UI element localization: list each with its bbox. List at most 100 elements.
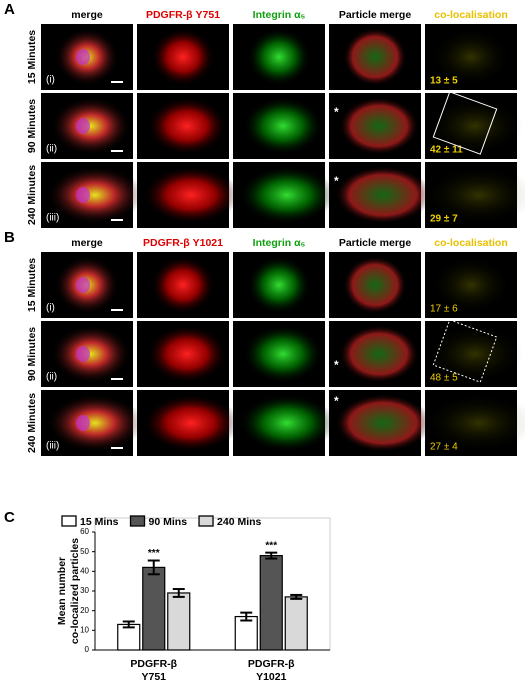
zoom-box [432,91,498,155]
cell-signal [427,97,523,155]
cell-signal [339,97,419,155]
panel-letter: A [4,1,15,18]
column-header: PDGFR-β Y1021 [143,237,223,249]
row-label: 90 Minutes [26,99,38,153]
row-index: (ii) [46,144,57,155]
error-bar [265,551,278,560]
row-label: 15 Minutes [26,258,38,312]
cell-signal [427,325,523,383]
cell-signal [239,394,335,452]
legend-swatch [129,515,146,527]
asterisk: * [334,358,339,372]
y-tick-label: 0 [85,645,90,654]
cell-signal [143,394,239,452]
cell-signal [147,325,227,383]
row-label: 15 Minutes [26,30,38,84]
cell-signal [247,28,311,86]
colocalisation-value: 27 ± 4 [430,442,458,453]
nucleus [76,118,90,134]
y-axis-label: Mean numberco-localized particles [56,538,81,644]
cell-signal [47,394,143,452]
colocalisation-value: 29 ± 7 [430,214,458,225]
cell-signal [431,256,511,314]
y-tick-label: 60 [80,527,89,536]
cell-signal [147,97,227,155]
nucleus [76,346,90,362]
y-tick-label: 10 [80,625,89,634]
y-tick-label: 50 [80,547,89,556]
column-header: co-localisation [434,9,508,21]
column-header: co-localisation [434,237,508,249]
nucleus [76,49,90,65]
x-tick-label: PDGFR-β Y1021 [248,658,295,683]
bar [259,554,283,651]
cell-signal [423,394,525,452]
bar [167,592,191,651]
column-header: merge [71,9,103,21]
column-header: Particle merge [339,237,412,249]
error-bar [240,611,253,622]
legend-label: 90 Mins [149,516,188,528]
error-bar [290,593,303,600]
y-tick-label: 30 [80,586,89,595]
cell-signal [51,325,131,383]
legend-swatch [61,515,77,527]
significance: *** [148,548,160,559]
cell-signal [343,256,407,314]
nucleus [76,277,90,293]
cell-signal [243,325,323,383]
column-header: PDGFR-β Y751 [146,9,220,21]
row-index: (i) [46,75,55,86]
asterisk: * [334,174,339,188]
error-bar [147,559,160,576]
row-label: 240 Minutes [26,393,38,453]
y-tick-label: 40 [80,566,89,575]
row-label: 90 Minutes [26,327,38,381]
row-index: (iii) [46,213,59,224]
colocalisation-value: 13 ± 5 [430,76,458,87]
nucleus [76,415,90,431]
error-bar [172,588,185,598]
significance: *** [265,540,277,551]
cell-signal [335,394,431,452]
colocalisation-value: 48 ± 5 [430,373,458,384]
colocalisation-value: 17 ± 6 [430,304,458,315]
cell-signal [243,97,323,155]
column-header: Particle merge [339,9,412,21]
legend-swatch [198,515,214,527]
cell-signal [239,166,335,224]
cell-signal [143,166,239,224]
cell-signal [51,97,131,155]
panel-letter: B [4,229,15,246]
legend-label: 240 Mins [217,516,262,528]
column-header: merge [71,237,103,249]
colocalisation-value: 42 ± 11 [430,145,463,156]
cell-signal [431,28,511,86]
row-index: (i) [46,303,55,314]
error-bar [122,620,135,629]
cell-signal [335,166,431,224]
cell-signal [47,166,143,224]
bar [284,596,308,651]
cell-signal [247,256,311,314]
bar [234,615,258,651]
row-index: (iii) [46,441,59,452]
cell-signal [151,256,215,314]
y-tick-label: 20 [80,606,89,615]
nucleus [76,187,90,203]
column-header: Integrin α₅ [253,9,306,21]
x-tick-label: PDGFR-β Y751 [130,658,177,683]
cell-signal [423,166,525,224]
row-label: 240 Minutes [26,165,38,225]
cell-signal [343,28,407,86]
asterisk: * [334,394,339,408]
panel-letter: C [4,509,15,526]
legend-label: 15 Mins [80,516,119,528]
row-index: (ii) [46,372,57,383]
cell-signal [339,325,419,383]
bar [142,566,166,651]
zoom-box [432,319,498,383]
cell-signal [151,28,215,86]
asterisk: * [334,105,339,119]
